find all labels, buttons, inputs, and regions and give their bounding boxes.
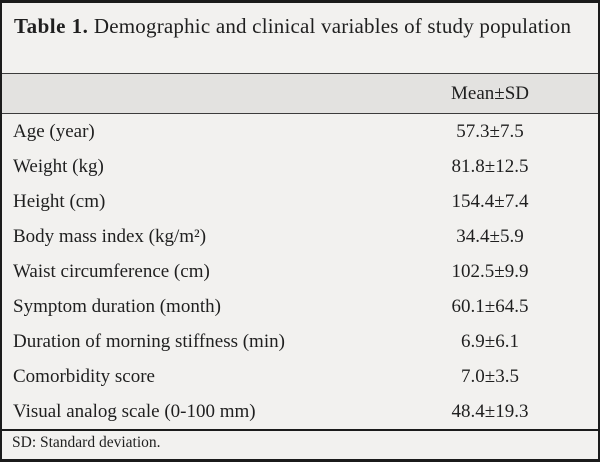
row-value: 6.9±6.1 [461,330,519,352]
table-header-row: Mean±SD [2,74,598,114]
table-caption: Table 1. Demographic and clinical variab… [2,3,598,74]
table-footnote-row: SD: Standard deviation. [2,429,598,455]
table-row: Waist circumference (cm) 102.5±9.9 [2,254,598,289]
row-label: Height (cm) [13,190,106,212]
row-label: Comorbidity score [13,365,155,387]
table-body: Age (year) 57.3±7.5 Weight (kg) 81.8±12.… [2,114,598,429]
row-value: 48.4±19.3 [451,400,529,422]
row-value: 154.4±7.4 [451,190,529,212]
table-row: Duration of morning stiffness (min) 6.9±… [2,324,598,359]
row-value: 102.5±9.9 [451,260,529,282]
row-label: Waist circumference (cm) [13,260,210,282]
table-row: Age (year) 57.3±7.5 [2,114,598,149]
row-label: Body mass index (kg/m²) [13,225,207,247]
row-value: 7.0±3.5 [461,365,519,387]
row-label: Duration of morning stiffness (min) [13,330,285,352]
table-row: Symptom duration (month) 60.1±64.5 [2,289,598,324]
footnote-text: SD: Standard deviation. [12,434,161,451]
table-row: Body mass index (kg/m²) 34.4±5.9 [2,219,598,254]
row-label: Visual analog scale (0-100 mm) [13,400,256,422]
table-title-text: Demographic and clinical variables of st… [93,14,572,38]
row-value: 34.4±5.9 [456,225,524,247]
row-label: Age (year) [13,120,95,142]
table-number-label: Table 1. [14,14,89,38]
column-header-mean-sd: Mean±SD [451,82,529,104]
row-value: 81.8±12.5 [451,155,529,177]
row-value: 60.1±64.5 [451,295,529,317]
table-row: Comorbidity score 7.0±3.5 [2,359,598,394]
table-row: Height (cm) 154.4±7.4 [2,184,598,219]
row-label: Symptom duration (month) [13,295,221,317]
table-row: Weight (kg) 81.8±12.5 [2,149,598,184]
row-value: 57.3±7.5 [456,120,524,142]
row-label: Weight (kg) [13,155,104,177]
table-row: Visual analog scale (0-100 mm) 48.4±19.3 [2,394,598,429]
